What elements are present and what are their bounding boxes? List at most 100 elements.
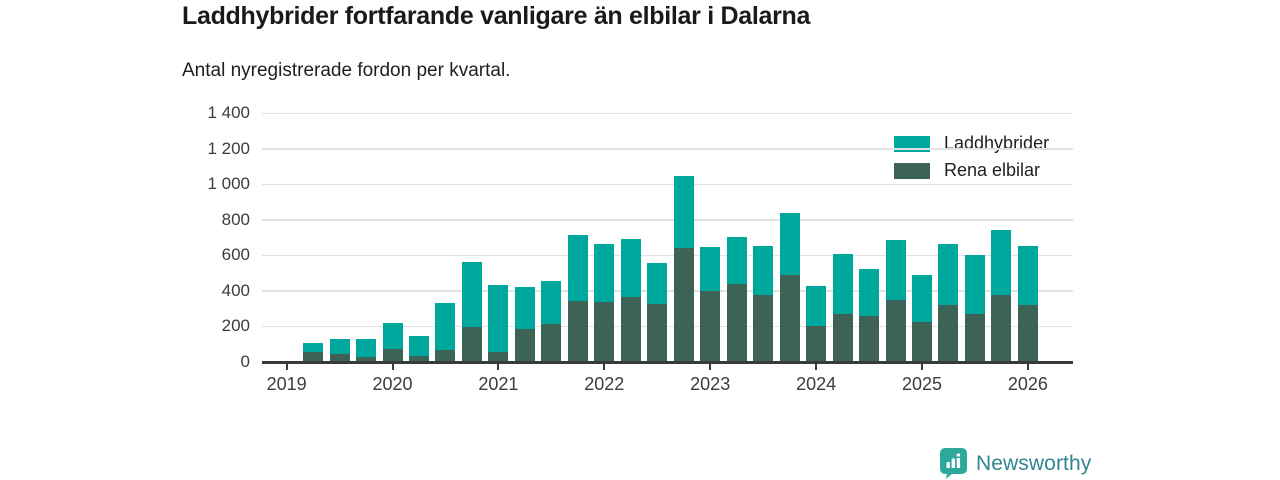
bar-segment-rena-elbilar [991,294,1012,362]
bar-segment-laddhybrider [832,253,853,315]
x-axis-tick [1026,362,1029,370]
x-axis-tick [815,362,818,370]
stacked-bar [461,261,482,362]
stacked-bar [382,322,403,362]
bar-segment-laddhybrider [408,336,429,356]
newsworthy-logo: Newsworthy [940,448,1091,479]
stacked-bar [356,338,377,362]
stacked-bar [435,303,456,362]
x-axis-tick-label: 2022 [584,374,625,394]
y-axis-tick-label: 1 400 [207,103,250,123]
gridline [262,183,1073,186]
legend-item-rena-elbilar: Rena elbilar [894,157,1049,184]
y-axis-tick-label: 200 [221,316,250,336]
legend-swatch-rena-elbilar [894,162,930,179]
bar-segment-rena-elbilar [329,354,350,362]
stacked-bar [408,336,429,362]
stacked-bar [806,285,827,362]
bar-segment-rena-elbilar [382,348,403,362]
bar-segment-laddhybrider [806,285,827,327]
stacked-bar [488,284,509,362]
y-axis-tick-label: 800 [221,209,250,229]
stacked-bar [1017,245,1038,362]
bar-segment-laddhybrider [303,343,324,353]
bar-segment-laddhybrider [779,212,800,275]
x-axis-tick-label: 2020 [372,374,413,394]
bar-segment-laddhybrider [435,303,456,350]
bar-segment-rena-elbilar [620,297,641,362]
x-axis-tick-label: 2026 [1007,374,1048,394]
stacked-bar [329,338,350,362]
y-axis-tick-label: 600 [221,245,250,265]
bar-segment-rena-elbilar [461,327,482,362]
bar-segment-laddhybrider [753,245,774,296]
stacked-bar [620,238,641,362]
x-axis-tick-label: 2023 [690,374,731,394]
bar-segment-rena-elbilar [912,322,932,362]
x-axis-tick [285,362,288,370]
gridline [262,254,1073,257]
stacked-bar [303,343,324,362]
bar-segment-rena-elbilar [541,323,562,362]
legend-item-laddhybrider: Laddhybrider [894,130,1049,157]
x-axis-tick-label: 2024 [796,374,837,394]
bar-segment-laddhybrider [356,338,377,357]
x-axis-tick-label: 2025 [901,374,943,394]
bar-segment-rena-elbilar [567,300,588,362]
bar-segment-rena-elbilar [435,349,456,362]
bar-segment-laddhybrider [938,243,959,306]
bar-segment-laddhybrider [964,254,985,315]
bar-segment-rena-elbilar [726,283,747,362]
stacked-bar [673,176,694,362]
stacked-bar [700,247,721,362]
bar-segment-laddhybrider [488,284,509,353]
x-axis-tick [921,362,923,370]
bar-segment-laddhybrider [991,229,1012,295]
stacked-bar [594,243,615,362]
stacked-bar [726,236,747,362]
legend-label-rena-elbilar: Rena elbilar [944,160,1041,180]
bar-segment-laddhybrider [700,247,721,291]
bar-segment-rena-elbilar [753,295,774,362]
bar-segment-laddhybrider [912,274,932,323]
stacked-bar [912,274,932,362]
stacked-bar [779,212,800,362]
gridline [262,112,1073,115]
stacked-bar [964,254,985,362]
bar-segment-laddhybrider [673,176,694,249]
y-axis-tick-label: 1 200 [207,138,250,158]
bar-segment-laddhybrider [885,240,906,300]
bar-segment-laddhybrider [647,262,668,305]
bar-segment-laddhybrider [726,236,747,284]
gridline [262,290,1073,292]
x-axis-tick [603,362,606,370]
y-axis-tick-label: 1 000 [207,174,250,194]
bar-segment-rena-elbilar [832,314,853,362]
bar-segment-rena-elbilar [700,290,721,362]
page-title: Laddhybrider fortfarande vanligare än el… [182,2,811,30]
bar-segment-rena-elbilar [356,356,377,362]
y-axis-tick-label: 400 [221,280,250,300]
stacked-bar [514,286,535,362]
bar-segment-rena-elbilar [303,352,324,362]
bar-segment-laddhybrider [594,243,615,303]
bar-segment-rena-elbilar [408,355,429,362]
gridline [262,219,1073,221]
bar-segment-rena-elbilar [806,326,827,362]
bar-segment-laddhybrider [541,281,562,324]
bar-segment-laddhybrider [382,322,403,349]
legend-swatch-laddhybrider [894,135,930,152]
bar-chart-badge-icon [940,448,967,479]
bar-segment-rena-elbilar [1017,305,1038,362]
bar-segment-laddhybrider [1017,245,1038,306]
gridline [262,325,1073,328]
stacked-bar [753,245,774,362]
gridline [262,148,1073,150]
stacked-bar [647,262,668,362]
bar-segment-rena-elbilar [647,304,668,362]
bar-segment-laddhybrider [329,338,350,354]
bar-segment-laddhybrider [461,261,482,328]
bar-segment-rena-elbilar [885,299,906,362]
bar-segment-laddhybrider [567,235,588,301]
bar-segment-rena-elbilar [673,248,694,362]
